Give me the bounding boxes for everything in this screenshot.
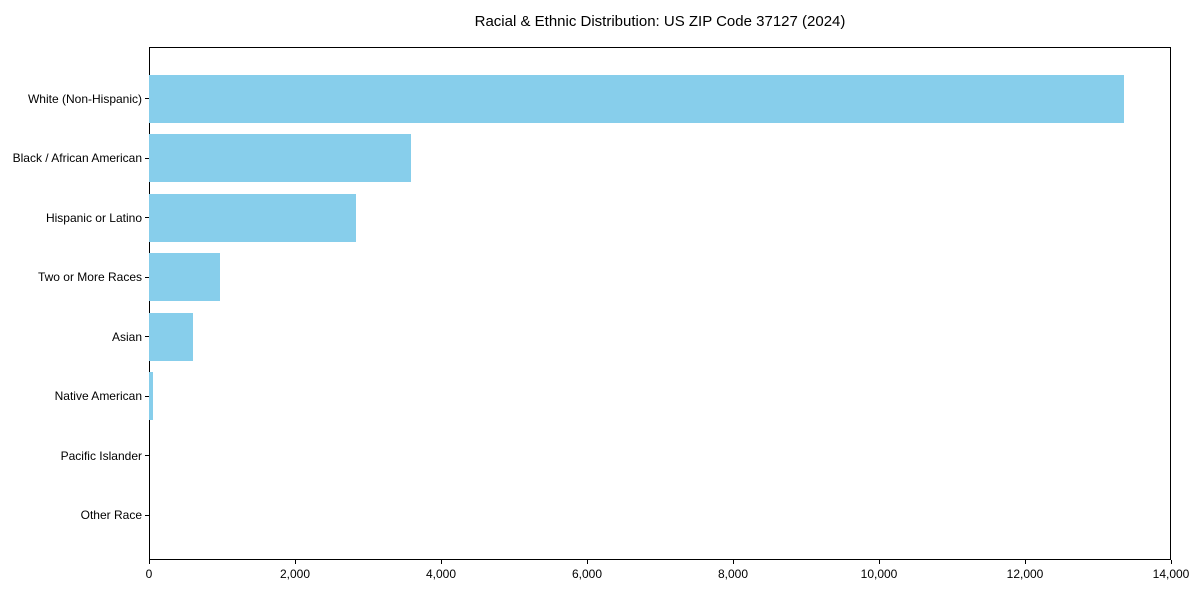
y-label-row: White (Non-Hispanic)	[0, 69, 149, 129]
x-tick-mark	[587, 560, 588, 564]
category-bar	[149, 134, 412, 183]
y-label-row: Pacific Islander	[0, 426, 149, 486]
bar-row	[149, 426, 1171, 486]
y-tick-label: White (Non-Hispanic)	[27, 91, 142, 106]
y-tick-label: Two or More Races	[37, 270, 142, 285]
x-tick-label: 4,000	[425, 567, 457, 581]
y-tick-mark	[145, 217, 149, 219]
x-tick-mark	[733, 560, 734, 564]
y-tick-mark	[145, 336, 149, 338]
plot-area	[149, 47, 1171, 560]
bars-container	[149, 47, 1171, 560]
y-tick-label: Pacific Islander	[60, 448, 142, 463]
bar-row	[149, 307, 1171, 367]
y-axis-labels: White (Non-Hispanic) Black / African Amer…	[0, 47, 149, 560]
category-bar	[149, 193, 357, 242]
y-tick-label: Asian	[111, 329, 142, 344]
y-tick-mark	[145, 395, 149, 397]
y-label-row: Hispanic or Latino	[0, 188, 149, 248]
y-tick-label: Hispanic or Latino	[45, 210, 142, 225]
category-bar	[149, 372, 153, 421]
y-label-row: Native American	[0, 367, 149, 427]
category-bar	[149, 312, 193, 361]
y-label-row: Other Race	[0, 486, 149, 546]
y-tick-mark	[145, 98, 149, 100]
bar-row	[149, 69, 1171, 129]
category-bar	[149, 74, 1125, 123]
y-tick-label: Black / African American	[12, 151, 142, 166]
category-bar	[149, 253, 220, 302]
x-tick-mark	[1171, 560, 1172, 564]
bar-row	[149, 129, 1171, 189]
x-tick-label: 0	[145, 567, 153, 581]
chart-title: Racial & Ethnic Distribution: US ZIP Cod…	[474, 13, 846, 30]
x-tick-mark	[295, 560, 296, 564]
y-tick-mark	[145, 157, 149, 159]
y-tick-label: Native American	[54, 389, 142, 404]
x-tick-mark	[879, 560, 880, 564]
y-label-row: Asian	[0, 307, 149, 367]
y-tick-label: Other Race	[80, 508, 142, 523]
x-tick-mark	[441, 560, 442, 564]
y-label-row: Black / African American	[0, 129, 149, 189]
bar-row	[149, 188, 1171, 248]
x-tick-label: 14,000	[1152, 567, 1190, 581]
bar-row	[149, 248, 1171, 308]
x-tick-label: 8,000	[717, 567, 749, 581]
y-label-row: Two or More Races	[0, 248, 149, 308]
x-tick-label: 2,000	[279, 567, 311, 581]
y-tick-mark	[145, 514, 149, 516]
bar-row	[149, 367, 1171, 427]
y-tick-mark	[145, 276, 149, 278]
x-tick-mark	[149, 560, 150, 564]
y-tick-mark	[145, 455, 149, 457]
x-tick-label: 12,000	[1006, 567, 1044, 581]
x-tick-label: 10,000	[860, 567, 898, 581]
x-tick-label: 6,000	[571, 567, 603, 581]
x-tick-mark	[1025, 560, 1026, 564]
bar-row	[149, 486, 1171, 546]
